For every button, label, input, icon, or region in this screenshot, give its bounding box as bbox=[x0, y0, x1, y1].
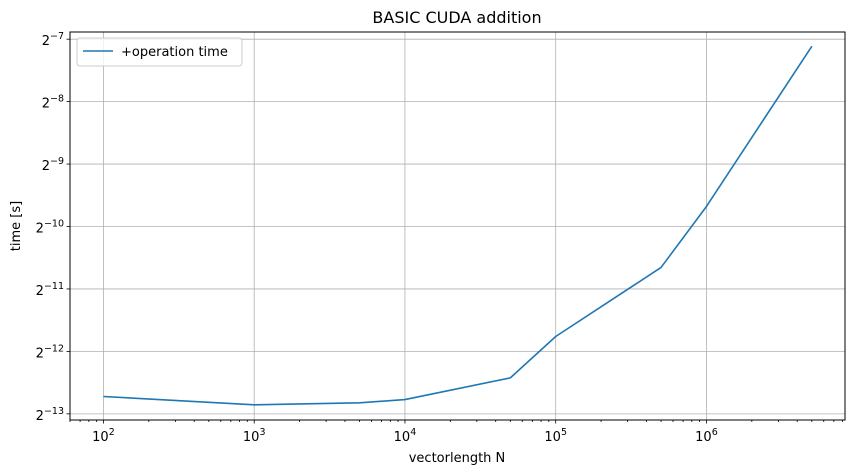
plot-area bbox=[103, 45, 813, 406]
y-tick-label: 2−8 bbox=[42, 94, 64, 112]
x-tick-label: 104 bbox=[394, 427, 417, 445]
y-tick-label: 2−7 bbox=[42, 31, 64, 49]
x-tick-label: 102 bbox=[92, 427, 115, 445]
chart-title: BASIC CUDA addition bbox=[372, 8, 541, 27]
x-tick-label: 105 bbox=[544, 427, 567, 445]
x-tick-label: 106 bbox=[695, 427, 718, 445]
series-line bbox=[103, 45, 813, 406]
y-tick-label: 2−13 bbox=[36, 406, 64, 424]
y-tick-label: 2−10 bbox=[36, 219, 64, 237]
x-axis-label: vectorlength N bbox=[409, 451, 506, 466]
x-axis: 102 103 104 105 106 bbox=[69, 420, 843, 445]
plot-frame bbox=[69, 31, 846, 421]
y-tick-label: 2−9 bbox=[42, 156, 64, 174]
legend-label: +operation time bbox=[121, 45, 228, 60]
y-axis-label: time [s] bbox=[9, 201, 24, 251]
y-axis: 2−13 2−12 2−11 2−10 2−9 2−8 2−7 bbox=[36, 31, 70, 424]
legend: +operation time bbox=[76, 37, 243, 67]
legend-box bbox=[76, 37, 243, 67]
y-tick-label: 2−11 bbox=[36, 281, 64, 299]
x-tick-label: 103 bbox=[243, 427, 266, 445]
y-tick-label: 2−12 bbox=[36, 343, 64, 361]
